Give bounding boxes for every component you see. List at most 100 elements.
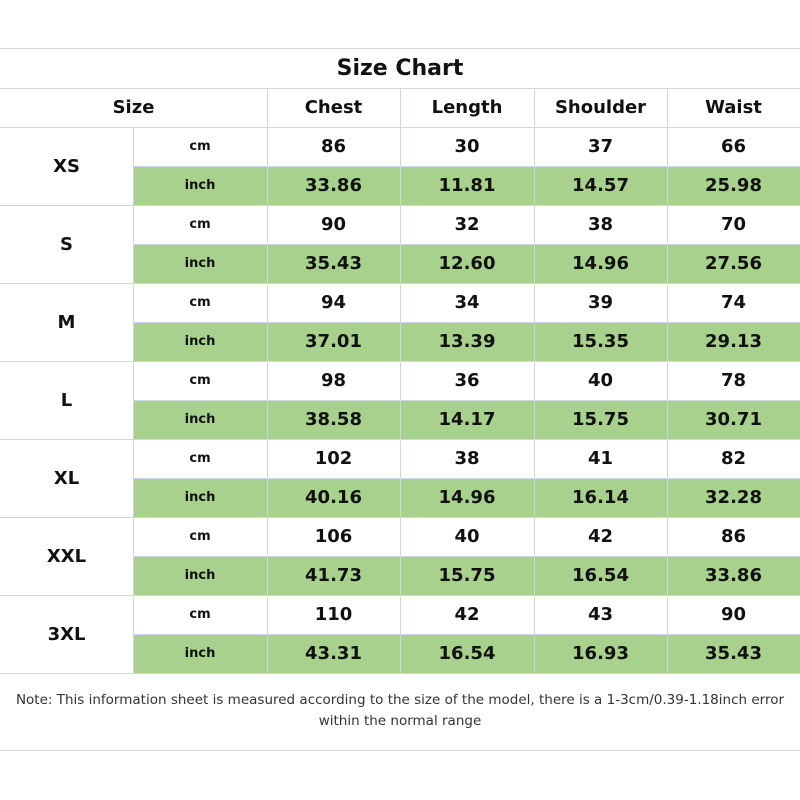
header-cell: Waist bbox=[705, 97, 762, 118]
value-cell: 110 bbox=[314, 604, 353, 625]
value-cell: 34 bbox=[454, 292, 480, 313]
value-cell: 98 bbox=[320, 370, 347, 391]
row-background bbox=[133, 322, 800, 361]
value-cell: 11.81 bbox=[438, 175, 496, 196]
value-cell: 38.58 bbox=[305, 409, 362, 430]
value-cell: 13.39 bbox=[438, 331, 496, 352]
value-cell: 29.13 bbox=[705, 331, 762, 352]
value-cell: 32.28 bbox=[705, 487, 762, 508]
value-cell: 43.31 bbox=[305, 643, 362, 664]
grid-line bbox=[133, 634, 800, 635]
size-label: S bbox=[60, 233, 73, 255]
value-cell: 16.54 bbox=[438, 643, 496, 664]
value-cell: 94 bbox=[320, 292, 347, 313]
row-background bbox=[133, 166, 800, 205]
grid-line bbox=[267, 88, 268, 673]
row-background bbox=[133, 400, 800, 439]
value-cell: 33.86 bbox=[305, 175, 362, 196]
value-cell: 86 bbox=[720, 526, 747, 547]
unit-label: inch bbox=[184, 178, 216, 193]
value-cell: 12.60 bbox=[438, 253, 496, 274]
note: Note: This information sheet is measured… bbox=[15, 692, 785, 729]
value-cell: 41 bbox=[587, 448, 614, 469]
value-cell: 16.93 bbox=[572, 643, 629, 664]
grid-line bbox=[133, 127, 134, 673]
value-cell: 14.17 bbox=[438, 409, 496, 430]
value-cell: 41.73 bbox=[305, 565, 362, 586]
value-cell: 27.56 bbox=[705, 253, 762, 274]
value-cell: 15.75 bbox=[572, 409, 629, 430]
value-cell: 35.43 bbox=[705, 643, 762, 664]
value-cell: 90 bbox=[320, 214, 347, 235]
header-cell: Shoulder bbox=[554, 97, 647, 118]
value-cell: 74 bbox=[720, 292, 747, 313]
value-cell: 32 bbox=[454, 214, 480, 235]
value-cell: 14.96 bbox=[572, 253, 629, 274]
value-cell: 66 bbox=[720, 136, 747, 157]
value-cell: 14.57 bbox=[572, 175, 629, 196]
value-cell: 38 bbox=[587, 214, 614, 235]
size-label: XS bbox=[53, 155, 80, 177]
value-cell: 86 bbox=[320, 136, 347, 157]
grid-line bbox=[133, 244, 800, 245]
unit-label: cm bbox=[189, 373, 211, 388]
header-cell: Chest bbox=[304, 97, 363, 118]
row-background bbox=[133, 556, 800, 595]
size-label: 3XL bbox=[47, 623, 86, 645]
grid-line bbox=[133, 400, 800, 401]
value-cell: 40.16 bbox=[305, 487, 362, 508]
grid-line bbox=[0, 673, 800, 674]
value-cell: 106 bbox=[314, 526, 353, 547]
value-cell: 16.54 bbox=[572, 565, 629, 586]
grid-line bbox=[667, 88, 668, 673]
unit-label: inch bbox=[184, 334, 216, 349]
value-cell: 42 bbox=[587, 526, 614, 547]
value-cell: 70 bbox=[720, 214, 747, 235]
grid-line bbox=[0, 750, 800, 751]
value-cell: 82 bbox=[720, 448, 747, 469]
value-cell: 30 bbox=[454, 136, 480, 157]
unit-label: cm bbox=[189, 295, 211, 310]
unit-label: cm bbox=[189, 139, 211, 154]
unit-label: inch bbox=[184, 568, 216, 583]
header-cell: Size bbox=[112, 97, 155, 118]
value-cell: 38 bbox=[454, 448, 480, 469]
value-cell: 37.01 bbox=[305, 331, 362, 352]
row-background bbox=[133, 244, 800, 283]
size-label: XL bbox=[53, 467, 80, 489]
value-cell: 15.75 bbox=[438, 565, 496, 586]
grid-line bbox=[133, 166, 800, 167]
grid-line bbox=[534, 88, 535, 673]
value-cell: 25.98 bbox=[705, 175, 762, 196]
header-cell: Length bbox=[431, 97, 503, 118]
value-cell: 39 bbox=[587, 292, 614, 313]
value-cell: 90 bbox=[720, 604, 747, 625]
unit-label: inch bbox=[184, 256, 216, 271]
value-cell: 78 bbox=[720, 370, 747, 391]
value-cell: 40 bbox=[587, 370, 614, 391]
row-background bbox=[133, 478, 800, 517]
unit-label: cm bbox=[189, 607, 211, 622]
unit-label: cm bbox=[189, 529, 211, 544]
row-background bbox=[133, 634, 800, 673]
value-cell: 40 bbox=[454, 526, 480, 547]
grid-line bbox=[0, 48, 800, 49]
grid-line bbox=[133, 556, 800, 557]
unit-label: cm bbox=[189, 451, 211, 466]
value-cell: 36 bbox=[454, 370, 480, 391]
size-label: XXL bbox=[46, 545, 87, 567]
grid-line bbox=[133, 478, 800, 479]
value-cell: 16.14 bbox=[572, 487, 629, 508]
value-cell: 35.43 bbox=[305, 253, 362, 274]
grid-line bbox=[400, 88, 401, 673]
value-cell: 43 bbox=[587, 604, 614, 625]
value-cell: 42 bbox=[454, 604, 480, 625]
table-title: Size Chart bbox=[336, 55, 464, 81]
unit-label: inch bbox=[184, 490, 216, 505]
size-label: L bbox=[60, 389, 73, 411]
value-cell: 37 bbox=[587, 136, 614, 157]
value-cell: 15.35 bbox=[572, 331, 629, 352]
value-cell: 102 bbox=[314, 448, 353, 469]
grid-line bbox=[133, 322, 800, 323]
